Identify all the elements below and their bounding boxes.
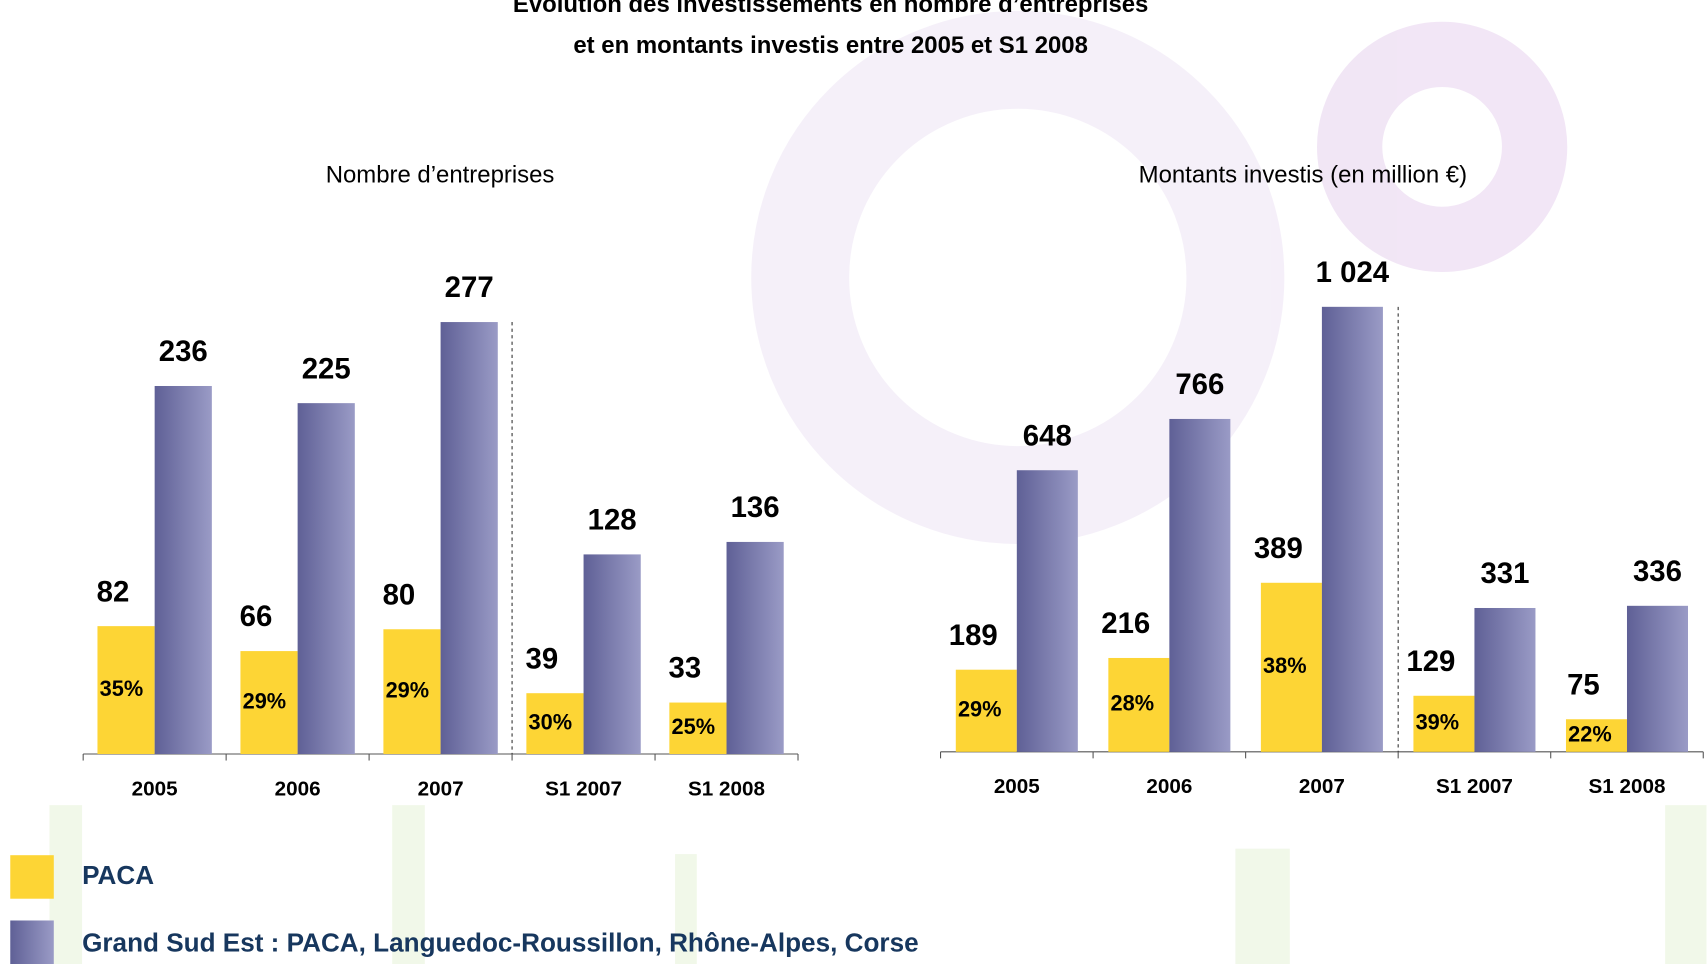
title-line: et en montants investis entre 2005 et S1… [573, 32, 1088, 59]
x-tick-label: S1 2007 [545, 777, 622, 800]
value-label: 189 [949, 619, 998, 652]
value-label: 389 [1254, 532, 1303, 565]
value-label: 66 [240, 600, 273, 633]
share-label: 30% [529, 709, 573, 734]
x-tick-label: 2006 [1146, 775, 1192, 798]
page: Evolution des investissements en nombre … [0, 0, 1707, 964]
bar [1322, 307, 1383, 752]
value-label: 80 [383, 578, 416, 611]
title-line: Evolution des investissements en nombre … [513, 0, 1148, 18]
value-label: 225 [302, 352, 351, 385]
legend-swatch [10, 855, 54, 899]
x-tick-label: S1 2007 [1436, 775, 1513, 798]
share-label: 29% [243, 688, 287, 713]
value-label: 136 [731, 491, 780, 524]
value-label: 82 [97, 575, 130, 608]
value-label: 336 [1633, 555, 1682, 588]
value-label: 33 [669, 652, 702, 685]
bar [1474, 608, 1535, 752]
value-label: 216 [1101, 607, 1150, 640]
x-tick-label: 2005 [132, 777, 178, 800]
x-tick-label: 2005 [994, 775, 1040, 798]
bar [1017, 470, 1078, 752]
x-tick-label: S1 2008 [1589, 775, 1666, 798]
share-label: 29% [958, 697, 1002, 722]
x-tick-label: 2007 [1299, 775, 1345, 798]
chart-subtitle: Montants investis (en million €) [1139, 162, 1467, 189]
share-label: 25% [672, 714, 716, 739]
share-label: 28% [1111, 691, 1155, 716]
bar [1169, 419, 1230, 752]
share-label: 38% [1263, 653, 1307, 678]
value-label: 75 [1567, 668, 1600, 701]
value-label: 129 [1406, 645, 1455, 678]
x-tick-label: 2007 [418, 777, 464, 800]
legend-swatch [10, 920, 54, 964]
share-label: 29% [386, 677, 430, 702]
bar [155, 386, 212, 754]
legend-label: Grand Sud Est : PACA, Languedoc-Roussill… [82, 927, 919, 957]
share-label: 22% [1568, 721, 1612, 746]
bar [441, 322, 498, 754]
bar [298, 403, 355, 754]
x-tick-label: S1 2008 [688, 777, 765, 800]
value-label: 236 [159, 335, 208, 368]
share-label: 39% [1416, 710, 1460, 735]
value-label: 39 [526, 642, 559, 675]
share-label: 35% [100, 676, 144, 701]
chart-subtitle: Nombre d’entreprises [326, 162, 555, 189]
value-label: 648 [1023, 419, 1072, 452]
bar [1627, 606, 1688, 752]
value-label: 766 [1175, 368, 1224, 401]
bar [727, 542, 784, 754]
bar [584, 554, 641, 754]
value-label: 331 [1480, 557, 1529, 590]
x-tick-label: 2006 [275, 777, 321, 800]
value-label: 1 024 [1316, 256, 1390, 289]
legend-label: PACA [82, 860, 154, 890]
value-label: 277 [445, 271, 494, 304]
value-label: 128 [588, 504, 637, 537]
